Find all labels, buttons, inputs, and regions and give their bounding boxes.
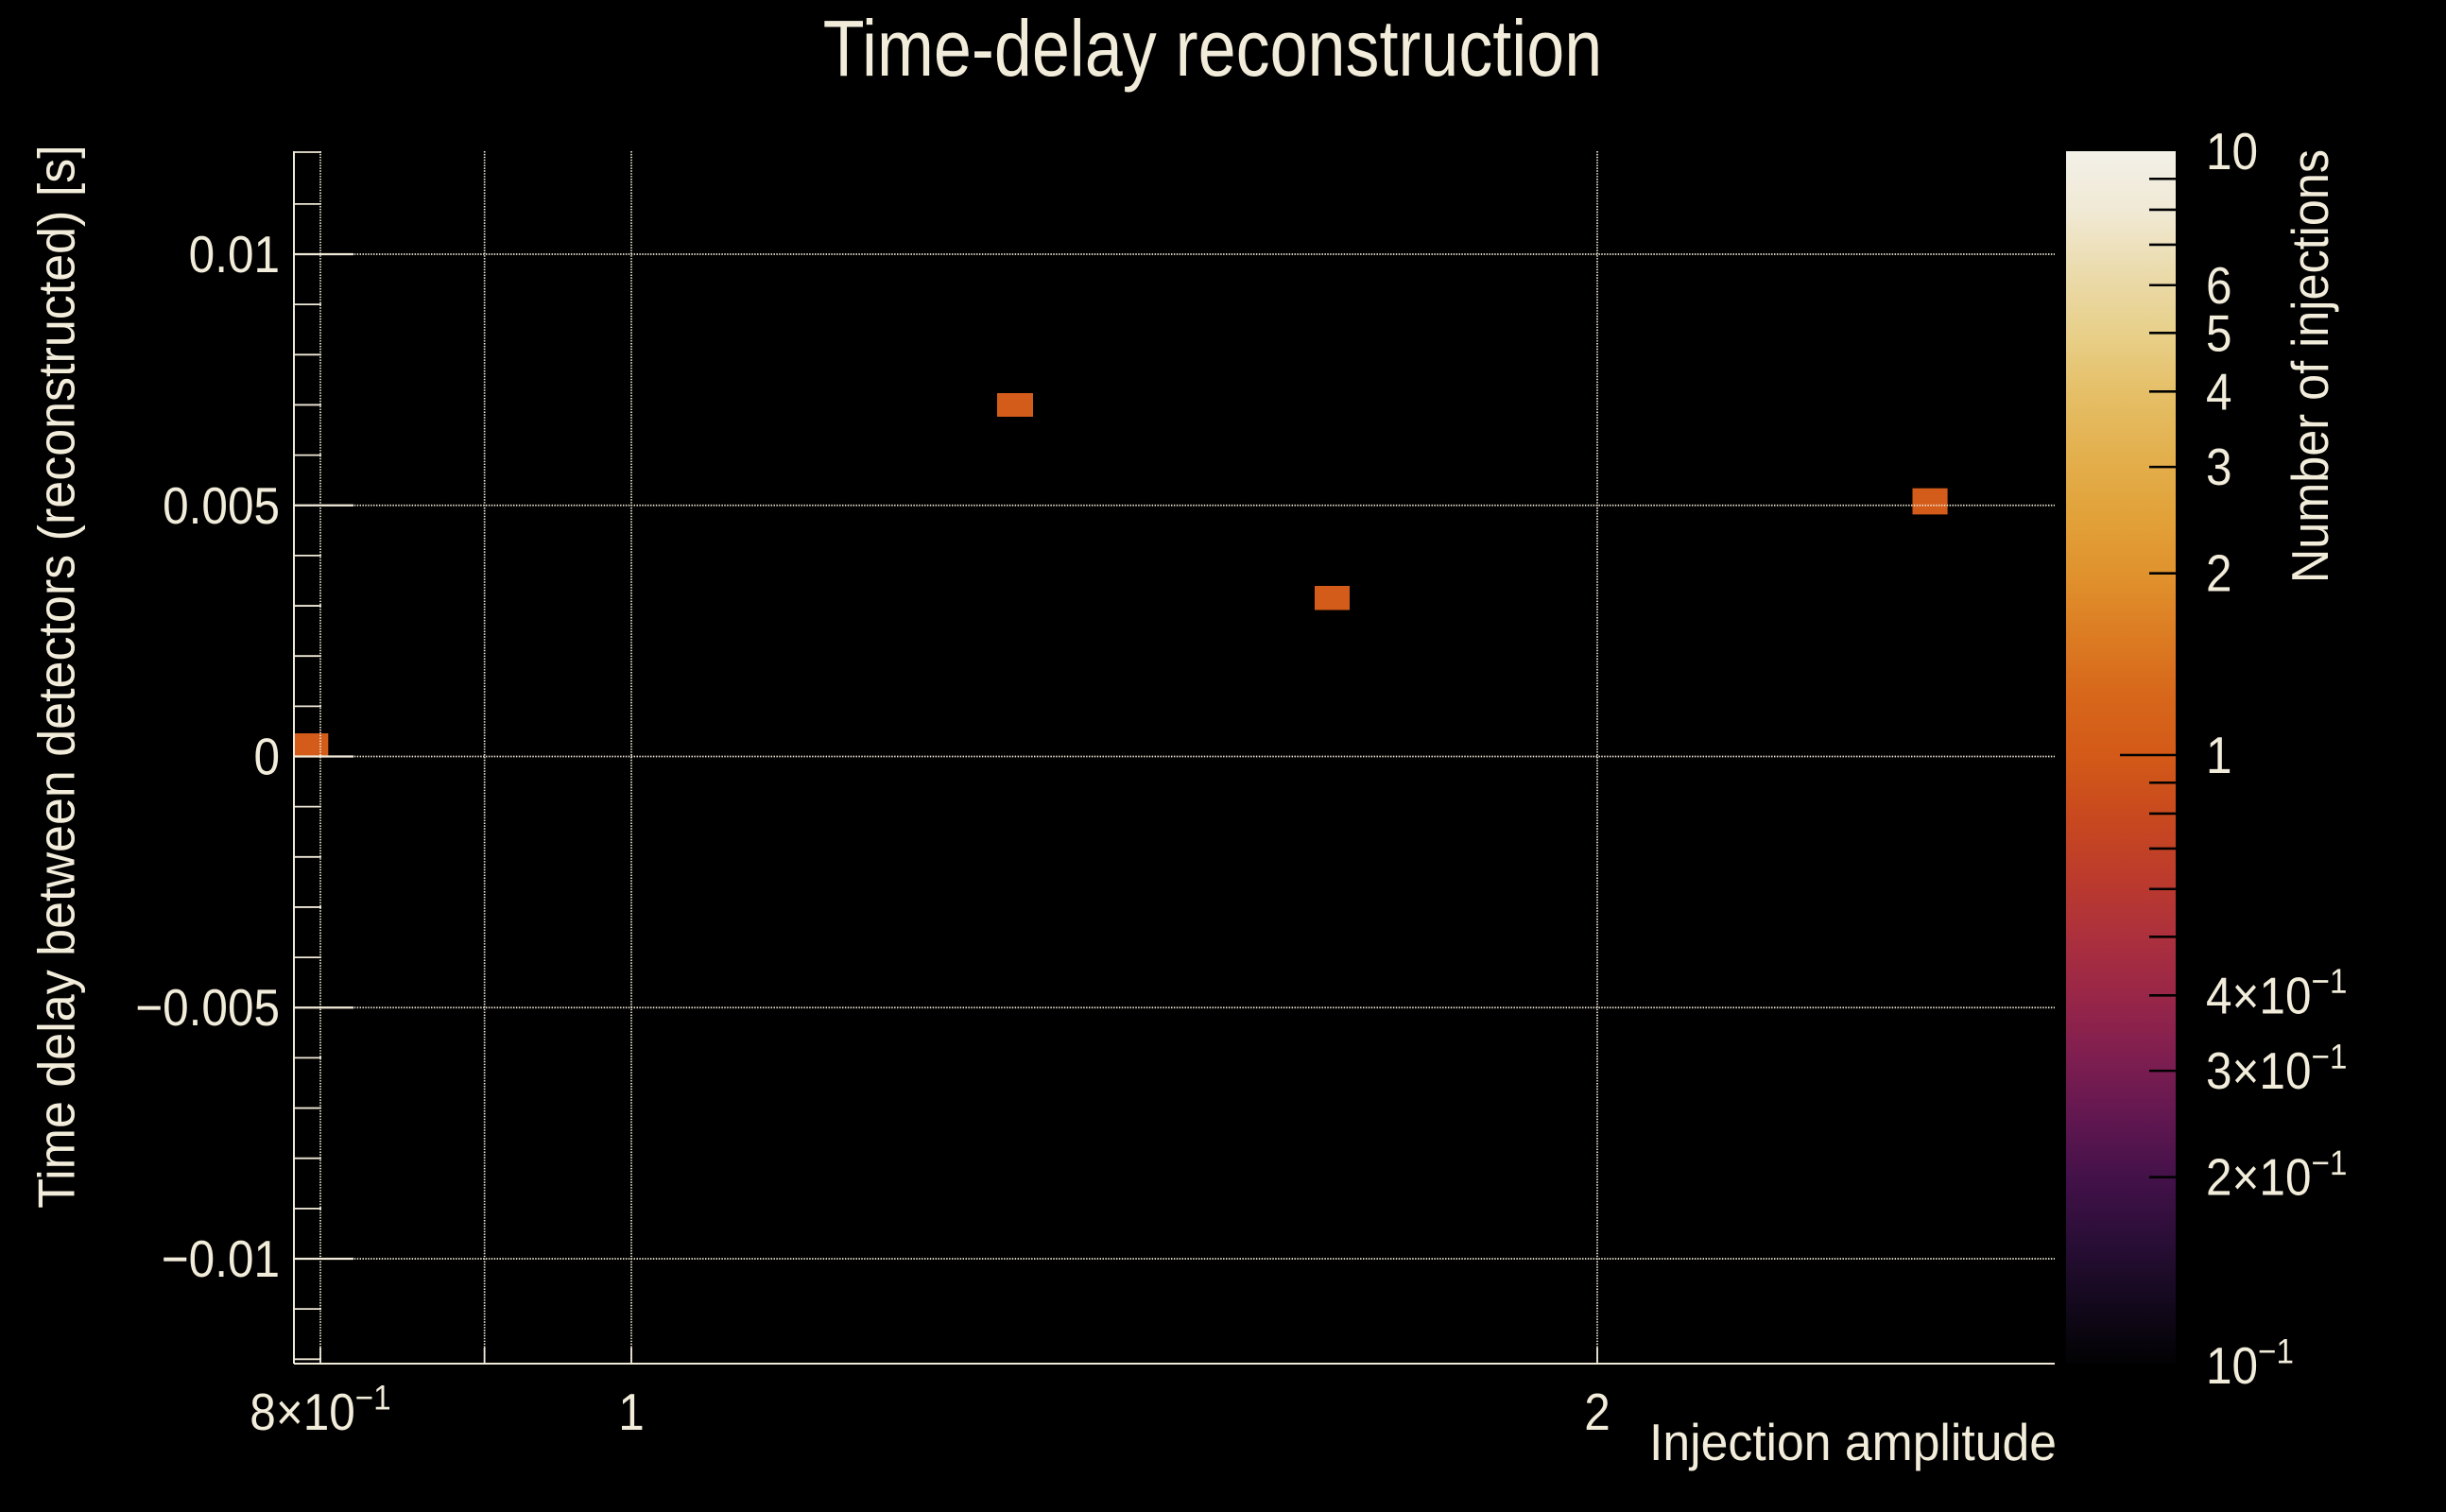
svg-text:0.005: 0.005	[163, 477, 280, 535]
svg-text:2: 2	[1584, 1384, 1611, 1442]
svg-text:Number of injections: Number of injections	[2282, 149, 2340, 583]
svg-text:5: 5	[2206, 305, 2232, 363]
svg-text:0: 0	[253, 729, 280, 786]
svg-text:−0.01: −0.01	[162, 1231, 280, 1289]
svg-text:4: 4	[2206, 364, 2232, 421]
svg-text:10: 10	[2206, 124, 2258, 181]
svg-text:4×10: 4×10	[2206, 968, 2311, 1025]
svg-text:10: 10	[2206, 1338, 2258, 1396]
svg-text:2: 2	[2206, 545, 2232, 603]
svg-text:Time delay between detectors (: Time delay between detectors (reconstruc…	[28, 145, 86, 1208]
svg-text:0.01: 0.01	[189, 227, 280, 284]
svg-text:8×10: 8×10	[250, 1384, 354, 1442]
svg-text:1: 1	[618, 1384, 645, 1442]
svg-text:2×10: 2×10	[2206, 1149, 2311, 1207]
svg-text:Injection amplitude: Injection amplitude	[1649, 1415, 2057, 1472]
svg-text:1: 1	[2206, 728, 2232, 785]
svg-text:3: 3	[2206, 439, 2232, 497]
svg-text:Time-delay reconstruction: Time-delay reconstruction	[823, 4, 1602, 94]
svg-text:−0.005: −0.005	[135, 980, 280, 1038]
svg-text:6: 6	[2206, 257, 2232, 315]
svg-text:3×10: 3×10	[2206, 1043, 2311, 1101]
